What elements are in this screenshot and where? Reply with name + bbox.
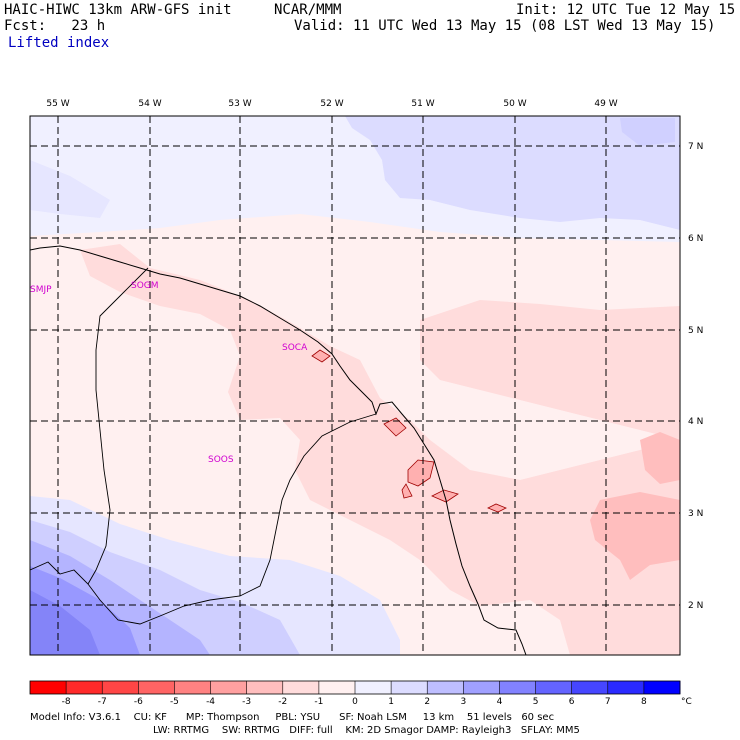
colorbar-tick-label: -8: [62, 697, 71, 707]
shade-5-to-6-sw: [30, 590, 100, 655]
model-info-line2: LW: RRTMG SW: RRTMG DIFF: full KM: 2D Sm…: [153, 725, 580, 736]
colorbar-swatch: [607, 681, 645, 694]
colorbar-swatch: [427, 681, 464, 694]
colorbar-swatch: [535, 681, 573, 694]
graticule: [30, 116, 680, 655]
center-label: NCAR/MMM: [274, 2, 342, 18]
colorbar-swatch: [643, 681, 681, 694]
lat-label: 5 N: [688, 326, 703, 336]
forecast-hour: Fcst: 23 h: [4, 18, 106, 34]
colorbar-swatch: [355, 681, 392, 694]
station-label: SOOS: [208, 455, 234, 465]
map-frame: [29, 115, 681, 656]
shade-minus2-to-minus3: [590, 492, 680, 580]
shade-minus2-to-minus3-b: [640, 432, 680, 484]
lon-label: 53 W: [228, 99, 251, 109]
colorbar-tick-label: 6: [569, 697, 575, 707]
border-lines: [30, 267, 377, 625]
shade-minus2-to-minus3-h: [487, 503, 507, 513]
lon-label: 52 W: [320, 99, 343, 109]
colorbar-swatch: [210, 681, 248, 694]
colorbar-swatch: [174, 681, 212, 694]
station-label: SMJP: [30, 285, 52, 295]
colorbar-swatch: [391, 681, 428, 694]
shade-minus2-to-minus3-d: [407, 459, 435, 487]
shade-minus1-to-minus2: [80, 244, 680, 655]
lat-label: 7 N: [688, 142, 703, 152]
colorbar-swatch: [318, 681, 356, 694]
lifted-index-field: [30, 116, 680, 655]
lon-label: 55 W: [46, 99, 69, 109]
lon-label: 50 W: [503, 99, 526, 109]
lat-label: 2 N: [688, 601, 703, 611]
colorbar: -8 -7 -6 -5 -4 -3 -2 -1 0 1 2 3 4 5 6 7 8: [29, 680, 681, 707]
shade-2-to-3: [620, 118, 675, 146]
colorbar-tick-label: -4: [206, 697, 215, 707]
lat-label: 3 N: [688, 509, 703, 519]
colorbar-tick-label: 8: [641, 697, 647, 707]
colorbar-tick-label: 5: [533, 697, 539, 707]
colorbar-tick-label: -2: [278, 697, 287, 707]
shade-minus2-to-minus3-f: [401, 483, 413, 499]
colorbar-swatch: [246, 681, 284, 694]
field-name: Lifted index: [8, 35, 110, 51]
colorbar-tick-label: 7: [605, 697, 611, 707]
shade-1-to-2: [345, 116, 680, 230]
colorbar-tick-label: -3: [242, 697, 251, 707]
model-info-line1: Model Info: V3.6.1 CU: KF MP: Thompson P…: [30, 712, 555, 723]
colorbar-swatch: [282, 681, 320, 694]
colorbar-swatch: [66, 681, 103, 694]
colorbar-tick-label: 1: [388, 697, 394, 707]
colorbar-tick-label: -1: [314, 697, 323, 707]
colorbar-tick-label: -6: [134, 697, 143, 707]
colorbar-swatch: [499, 681, 537, 694]
shade-1-to-2-nw: [30, 160, 110, 218]
lon-label: 49 W: [594, 99, 617, 109]
colorbar-tick-label: 2: [424, 697, 430, 707]
station-label: SOGM: [131, 281, 159, 291]
init-time: Init: 12 UTC Tue 12 May 15: [516, 2, 736, 18]
colorbar-tick-label: 3: [460, 697, 466, 707]
colorbar-tick-label: 0: [352, 697, 358, 707]
lon-label: 51 W: [411, 99, 434, 109]
colorbar-tick-label: -7: [98, 697, 107, 707]
colorbar-swatch: [102, 681, 139, 694]
station-label: SOCA: [282, 343, 308, 353]
colorbar-swatch: [463, 681, 500, 694]
colorbar-swatch: [138, 681, 175, 694]
lon-label: 54 W: [138, 99, 161, 109]
model-title: HAIC-HIWC 13km ARW-GFS init: [4, 2, 232, 18]
colorbar-tick-label: -5: [170, 697, 179, 707]
valid-time: Valid: 11 UTC Wed 13 May 15 (08 LST Wed …: [294, 18, 716, 34]
colorbar-swatch: [30, 681, 67, 694]
colorbar-tick-label: 4: [497, 697, 503, 707]
shade-minus2-to-minus3-c: [383, 417, 407, 437]
colorbar-swatch: [571, 681, 609, 694]
shade-minus2-to-minus3-g: [311, 349, 331, 363]
lat-label: 6 N: [688, 234, 703, 244]
shade-minus1-to-minus2-east: [420, 300, 680, 440]
lat-label: 4 N: [688, 417, 703, 427]
colorbar-unit: °C: [681, 697, 692, 707]
